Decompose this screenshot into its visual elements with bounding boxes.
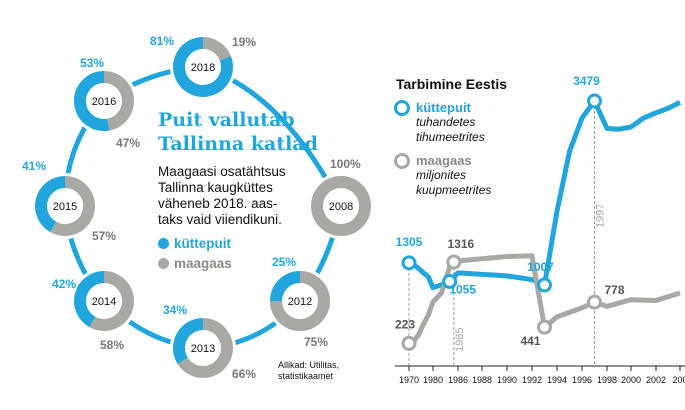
donut-wood-slice xyxy=(173,318,204,365)
donut-year-label: 2018 xyxy=(191,62,215,74)
legend-wood-label: küttepuit xyxy=(174,236,231,251)
donut-year-label: 2015 xyxy=(53,201,77,213)
lead-text: Maagaasi osatähtsus Tallinna kaugküttes … xyxy=(158,164,318,228)
donut-2012: 2012 25% 75% xyxy=(267,255,333,349)
donut-gas-pct: 19% xyxy=(232,35,256,49)
x-tick-label: 2002 xyxy=(646,375,666,385)
data-point-label: 1007 xyxy=(527,260,554,274)
lead-line: väheneb 2018. aas- xyxy=(158,196,278,211)
donut-year-label: 2012 xyxy=(288,296,312,308)
legend-wood-dot xyxy=(158,238,169,249)
donut-wood-pct: 34% xyxy=(163,303,187,317)
x-tick-label: 1990 xyxy=(497,375,517,385)
data-point-marker xyxy=(442,273,458,289)
donut-wood-pct: 42% xyxy=(52,277,76,291)
data-point-marker xyxy=(401,255,417,271)
data-point-label: 441 xyxy=(520,334,540,348)
donut-gas-slice xyxy=(89,271,134,331)
source-note: Allikad: Utilitas, statistikaamet xyxy=(278,360,378,382)
x-tick-label: 1996 xyxy=(572,375,592,385)
donut-year-label: 2014 xyxy=(92,296,116,308)
legend-gas: maagaas xyxy=(158,256,298,271)
data-point-label: 778 xyxy=(604,283,624,297)
legend-gas-dot xyxy=(158,258,169,269)
x-tick-label: 2000 xyxy=(621,375,641,385)
data-point-marker xyxy=(446,254,462,270)
lead-line: Maagaasi osatähtsus xyxy=(158,164,286,179)
donut-2016: 2016 53% 47% xyxy=(71,56,140,150)
lead-line: taks vaid viiendikuni. xyxy=(158,212,282,227)
donut-2008: 2008 100% xyxy=(308,157,374,239)
data-point-label: 1305 xyxy=(396,235,423,249)
donut-wood-slice xyxy=(173,37,233,97)
donut-wood-slice xyxy=(35,176,66,233)
donut-gas-slice xyxy=(270,271,330,331)
donut-wood-slice xyxy=(74,271,105,328)
source-line: Allikad: Utilitas, xyxy=(278,360,340,370)
data-point-marker xyxy=(537,277,552,293)
line-legend-wood-units: tihumeetrites xyxy=(416,130,485,144)
line-legend-gas-units: miljonites xyxy=(416,168,467,182)
line-legend-wood-name: küttepuit xyxy=(416,100,471,115)
line-legend-gas-marker xyxy=(394,153,410,169)
line-legend-gas-name: maagaas xyxy=(416,153,472,168)
headline: Puit vallutab Tallinna katlad xyxy=(158,109,318,155)
donut-gas-slice xyxy=(50,176,95,236)
donut-year-label: 2013 xyxy=(191,343,215,355)
donut-year-label: 2008 xyxy=(329,201,353,213)
donut-wood-pct: 53% xyxy=(80,56,104,70)
legend-wood: küttepuit xyxy=(158,236,298,251)
donut-gas-slice xyxy=(103,71,134,131)
line-chart-title: Tarbimine Eestis xyxy=(396,76,508,92)
donut-gas-slice xyxy=(311,176,371,236)
x-tick-label: 1986 xyxy=(448,375,468,385)
donut-2015: 2015 41% 57% xyxy=(22,159,116,243)
x-tick-label: 1998 xyxy=(597,375,617,385)
donut-wood-slice xyxy=(270,271,301,302)
data-point-label: 223 xyxy=(395,317,415,331)
data-point-marker xyxy=(587,294,602,310)
donut-gas-pct: 47% xyxy=(116,136,140,150)
donut-2013: 2013 34% 66% xyxy=(163,303,256,381)
data-point-marker xyxy=(587,93,602,109)
data-point-label: 1055 xyxy=(449,282,476,296)
line-legend-gas-units: kuupmeetrites xyxy=(416,183,492,197)
donut-2014: 2014 42% 58% xyxy=(52,268,137,352)
donut-wood-slice xyxy=(74,71,110,131)
donut-gas-slice xyxy=(202,37,231,61)
data-point-marker xyxy=(401,335,417,351)
donut-wood-pct: 41% xyxy=(22,159,46,173)
vertical-guide-label: 1997 xyxy=(595,204,607,228)
lead-line: Tallinna kaugküttes xyxy=(158,180,273,195)
data-point-label: 3479 xyxy=(573,74,600,88)
donut-gas-pct: 58% xyxy=(100,338,124,352)
x-tick-label: 1992 xyxy=(522,375,542,385)
gas-line xyxy=(407,253,681,346)
x-tick-label: 1980 xyxy=(423,375,443,385)
source-line: statistikaamet xyxy=(278,371,334,381)
donut-gas-pct: 100% xyxy=(330,157,361,171)
x-tick-label: 1994 xyxy=(547,375,567,385)
data-point-label: 1316 xyxy=(447,237,474,251)
donut-gas-pct: 66% xyxy=(232,367,256,381)
legend-gas-label: maagaas xyxy=(174,256,232,271)
donut-gas-pct: 57% xyxy=(92,229,116,243)
donut-gas-slice xyxy=(177,318,233,378)
x-tick-label: 1970 xyxy=(399,375,419,385)
donut-gas-pct: 75% xyxy=(304,335,328,349)
vertical-guide-label: 1985 xyxy=(454,328,466,352)
donut-year-label: 2016 xyxy=(92,96,116,108)
donut-2018: 2018 81% 19% xyxy=(150,34,256,100)
donut-wood-pct: 81% xyxy=(150,34,174,48)
x-tick-label: 1988 xyxy=(472,375,492,385)
donut-wood-pct: 25% xyxy=(272,255,296,269)
x-tick-label: 200 xyxy=(672,375,685,385)
line-legend-wood-marker xyxy=(394,100,410,116)
data-point-marker xyxy=(537,319,552,335)
line-legend-wood-units: tuhandetes xyxy=(416,115,476,129)
